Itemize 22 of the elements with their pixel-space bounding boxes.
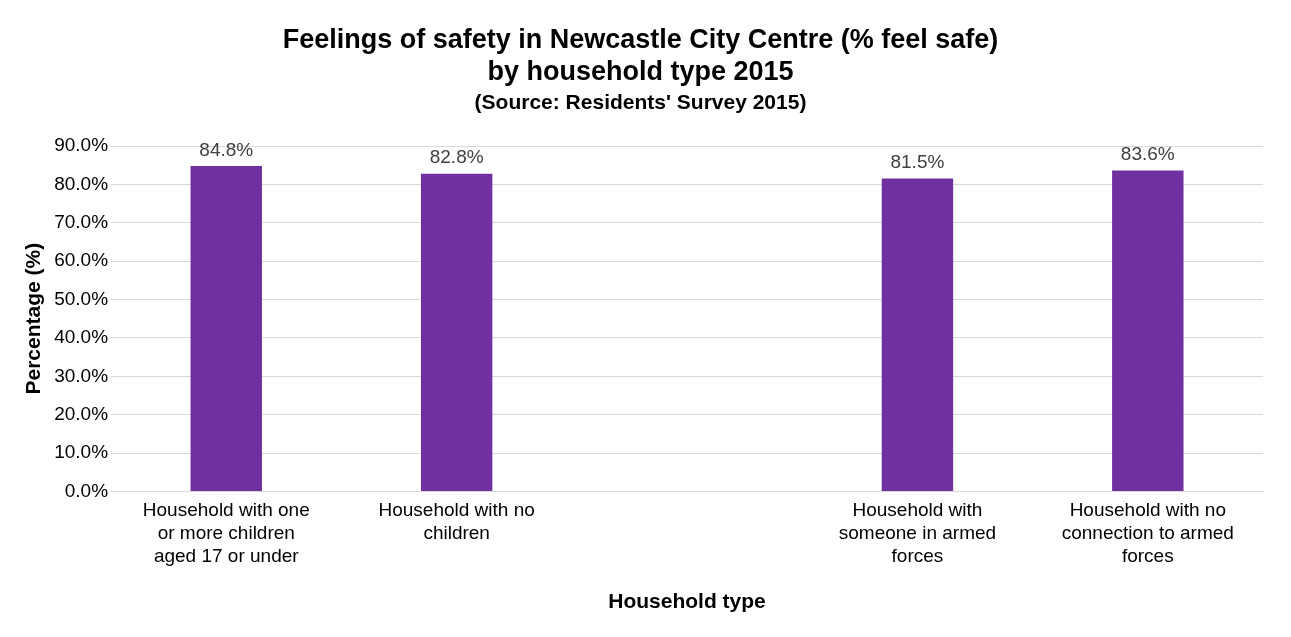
y-tick-label: 10.0% bbox=[54, 441, 109, 463]
data-label: 81.5% bbox=[890, 151, 945, 173]
data-label: 83.6% bbox=[1120, 143, 1175, 165]
data-label: 82.8% bbox=[429, 146, 484, 168]
y-tick-label: 70.0% bbox=[54, 210, 109, 232]
y-tick-label: 40.0% bbox=[54, 326, 109, 348]
y-tick-label: 50.0% bbox=[54, 287, 109, 309]
y-tick-label: 80.0% bbox=[54, 172, 109, 194]
x-tick-label: Household with no connection to armed forces bbox=[1061, 499, 1234, 566]
y-tick-label: 60.0% bbox=[54, 249, 109, 271]
y-tick-label: 90.0% bbox=[54, 134, 109, 156]
x-tick-label: Household with someone in armed forces bbox=[838, 499, 997, 566]
x-tick-label: Household with no children bbox=[378, 499, 535, 543]
x-axis-title: Household type bbox=[608, 589, 766, 613]
y-axis-title: Percentage (%) bbox=[21, 242, 45, 395]
y-tick-label: 0.0% bbox=[64, 479, 109, 501]
y-tick-label: 20.0% bbox=[54, 402, 109, 424]
chart-title: Feelings of safety in Newcastle City Centre (% feel safe) by household type 2015 bbox=[282, 23, 999, 87]
y-tick-label: 30.0% bbox=[54, 364, 109, 386]
x-tick-label: Household with one or more children aged 17 or under bbox=[142, 499, 310, 566]
chart-subtitle: (Source: Residents' Survey 2015) bbox=[474, 90, 807, 114]
data-label: 84.8% bbox=[199, 138, 254, 160]
